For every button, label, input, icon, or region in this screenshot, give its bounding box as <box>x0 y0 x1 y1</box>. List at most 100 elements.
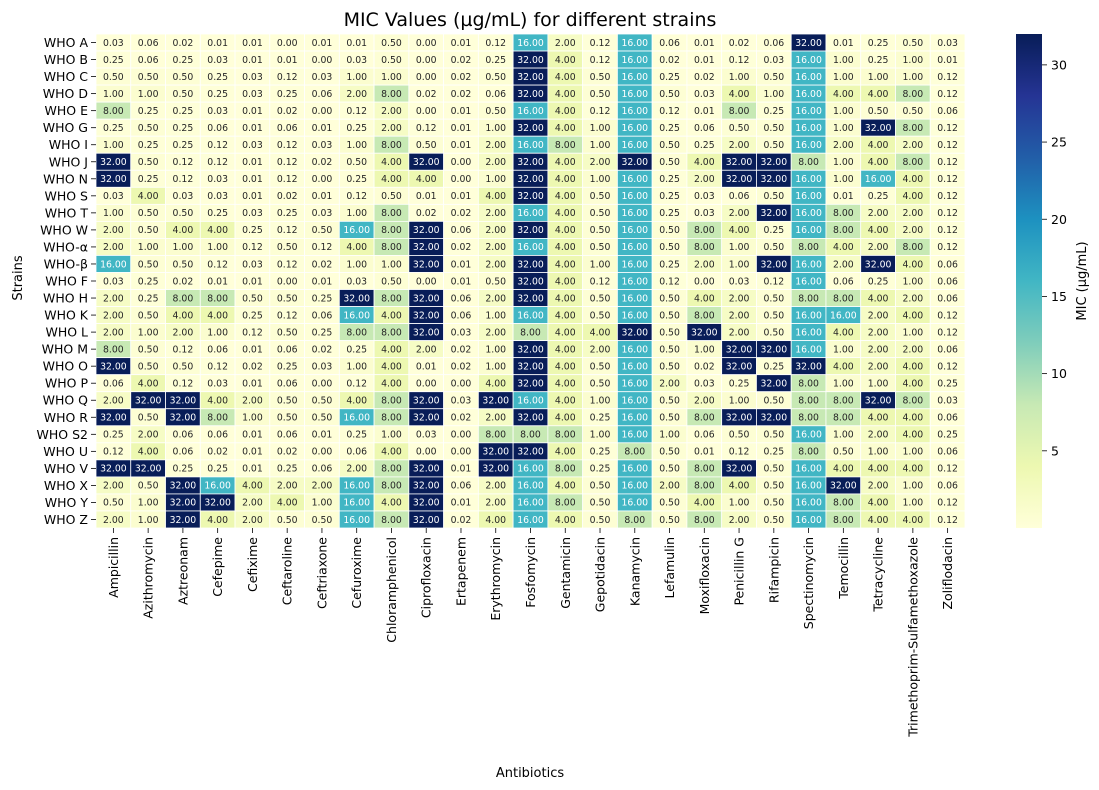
colorbar-tick-label: 15 <box>1051 289 1067 304</box>
heatmap-cell-label: 4.00 <box>173 310 194 321</box>
heatmap-cell-label: 16.00 <box>621 259 648 270</box>
heatmap-cell-label: 0.12 <box>242 242 263 253</box>
column-tick-label: Penicillin G <box>732 537 747 606</box>
heatmap-cell-label: 0.02 <box>451 208 472 219</box>
heatmap-cell-label: 1.00 <box>590 430 611 441</box>
heatmap-cell-label: 16.00 <box>830 310 857 321</box>
heatmap-cell-label: 32.00 <box>100 157 127 168</box>
heatmap-cell-label: 1.00 <box>833 157 854 168</box>
heatmap-cell-label: 0.00 <box>451 157 472 168</box>
heatmap-cell-label: 0.02 <box>173 276 194 287</box>
heatmap-cell-label: 2.00 <box>485 327 506 338</box>
heatmap-cell-label: 0.01 <box>451 191 472 202</box>
heatmap-cell-label: 0.50 <box>763 515 784 526</box>
heatmap-cell-label: 4.00 <box>833 242 854 253</box>
heatmap-cell-label: 0.50 <box>763 242 784 253</box>
heatmap-cell-label: 2.00 <box>590 344 611 355</box>
heatmap-cell-label: 0.03 <box>937 396 958 407</box>
heatmap-cell-label: 32.00 <box>761 379 788 390</box>
heatmap-cell-label: 16.00 <box>865 174 892 185</box>
heatmap-cell-label: 0.12 <box>277 259 298 270</box>
heatmap-cell-label: 0.03 <box>937 38 958 49</box>
heatmap-cell-label: 16.00 <box>517 242 544 253</box>
heatmap-cell-label: 32.00 <box>413 259 440 270</box>
heatmap-cell-label: 2.00 <box>485 498 506 509</box>
heatmap-cell-label: 16.00 <box>517 106 544 117</box>
heatmap-cell-label: 0.03 <box>694 191 715 202</box>
heatmap-cell-label: 0.00 <box>277 38 298 49</box>
column-tick-label: Spectinomycin <box>801 537 816 629</box>
heatmap-cell-label: 4.00 <box>138 191 159 202</box>
heatmap-cell-label: 0.06 <box>694 430 715 441</box>
heatmap-cell-label: 8.00 <box>903 89 924 100</box>
heatmap-cell-label: 32.00 <box>413 310 440 321</box>
heatmap-cell-label: 1.00 <box>590 123 611 134</box>
heatmap-cell-label: 0.06 <box>207 344 228 355</box>
heatmap-cell-label: 1.00 <box>763 89 784 100</box>
heatmap-cell-label: 8.00 <box>798 157 819 168</box>
heatmap-cell-labels: 0.03 0.06 0.02 0.01 0.01 0.00 0.01 0.01 0.50 0.00… <box>100 38 958 526</box>
heatmap-cell-label: 0.12 <box>659 276 680 287</box>
heatmap-cell-label: 4.00 <box>868 89 889 100</box>
heatmap-cell-label: 16.00 <box>795 515 822 526</box>
heatmap-cell-label: 0.06 <box>937 276 958 287</box>
heatmap-cell-label: 4.00 <box>903 379 924 390</box>
heatmap-cell-label: 0.25 <box>937 430 958 441</box>
heatmap-cell-label: 0.50 <box>590 225 611 236</box>
heatmap-cell-label: 4.00 <box>555 447 576 458</box>
heatmap-cell-label: 16.00 <box>621 396 648 407</box>
heatmap-cell-label: 16.00 <box>517 140 544 151</box>
heatmap-cell-label: 0.01 <box>451 123 472 134</box>
heatmap-cell-label: 0.25 <box>312 327 333 338</box>
heatmap-cell-label: 0.01 <box>833 38 854 49</box>
heatmap-cell-label: 0.50 <box>659 344 680 355</box>
column-tick-label: Kanamycin <box>627 537 642 606</box>
heatmap-cell-label: 4.00 <box>555 396 576 407</box>
heatmap-cell-label: 8.00 <box>555 464 576 475</box>
heatmap-cell-label: 0.50 <box>416 140 437 151</box>
heatmap-cell-label: 4.00 <box>694 498 715 509</box>
heatmap-cell-label: 1.00 <box>833 430 854 441</box>
row-tick-label: WHO P <box>45 376 89 391</box>
heatmap-cell-label: 2.00 <box>729 515 750 526</box>
heatmap-cell-label: 2.00 <box>103 515 124 526</box>
heatmap-cell-label: 0.01 <box>242 38 263 49</box>
heatmap-cell-label: 32.00 <box>482 396 509 407</box>
heatmap-cell-label: 0.25 <box>868 276 889 287</box>
heatmap-cell-label: 0.12 <box>937 515 958 526</box>
heatmap-cell-label: 0.50 <box>173 72 194 83</box>
heatmap-cell-label: 0.02 <box>694 72 715 83</box>
heatmap-cell-label: 0.50 <box>659 361 680 372</box>
heatmap-cell-label: 16.00 <box>795 89 822 100</box>
heatmap-cell-label: 0.01 <box>451 140 472 151</box>
heatmap-cell-label: 8.00 <box>833 515 854 526</box>
heatmap-cell-label: 2.00 <box>903 140 924 151</box>
heatmap-cell-label: 8.00 <box>903 242 924 253</box>
heatmap-cell-label: 0.50 <box>659 157 680 168</box>
heatmap-cell-label: 32.00 <box>413 327 440 338</box>
row-tick-label: WHO-β <box>44 256 88 271</box>
heatmap-cell-label: 32.00 <box>170 515 197 526</box>
heatmap-cell-label: 0.25 <box>485 55 506 66</box>
heatmap-cell-label: 0.01 <box>451 259 472 270</box>
heatmap-cell-label: 16.00 <box>795 208 822 219</box>
row-tick-labels: WHO A WHO B WHO C WHO D WHO E WHO G WHO I WHO J… <box>37 35 96 527</box>
heatmap-cell-label: 0.25 <box>138 140 159 151</box>
heatmap-cell-label: 0.25 <box>868 191 889 202</box>
heatmap-cell-label: 32.00 <box>170 481 197 492</box>
heatmap-cell-label: 2.00 <box>729 208 750 219</box>
heatmap-cell-label: 16.00 <box>343 310 370 321</box>
heatmap-cell-label: 0.50 <box>103 72 124 83</box>
row-tick-label: WHO S2 <box>37 427 88 442</box>
heatmap-cell-label: 0.02 <box>312 344 333 355</box>
heatmap-cell-label: 16.00 <box>795 276 822 287</box>
column-tick-label: Lefamulin <box>662 537 677 598</box>
heatmap-cell-label: 32.00 <box>761 157 788 168</box>
heatmap-cell-label: 0.25 <box>138 174 159 185</box>
heatmap-cell-label: 1.00 <box>833 123 854 134</box>
column-tick-labels: Ampicillin Azithromycin Aztreonam Cefepime C… <box>106 528 955 738</box>
heatmap-cell-label: 32.00 <box>517 225 544 236</box>
heatmap-cell-label: 32.00 <box>517 174 544 185</box>
heatmap-cell-label: 0.12 <box>416 123 437 134</box>
heatmap-cell-label: 4.00 <box>555 242 576 253</box>
